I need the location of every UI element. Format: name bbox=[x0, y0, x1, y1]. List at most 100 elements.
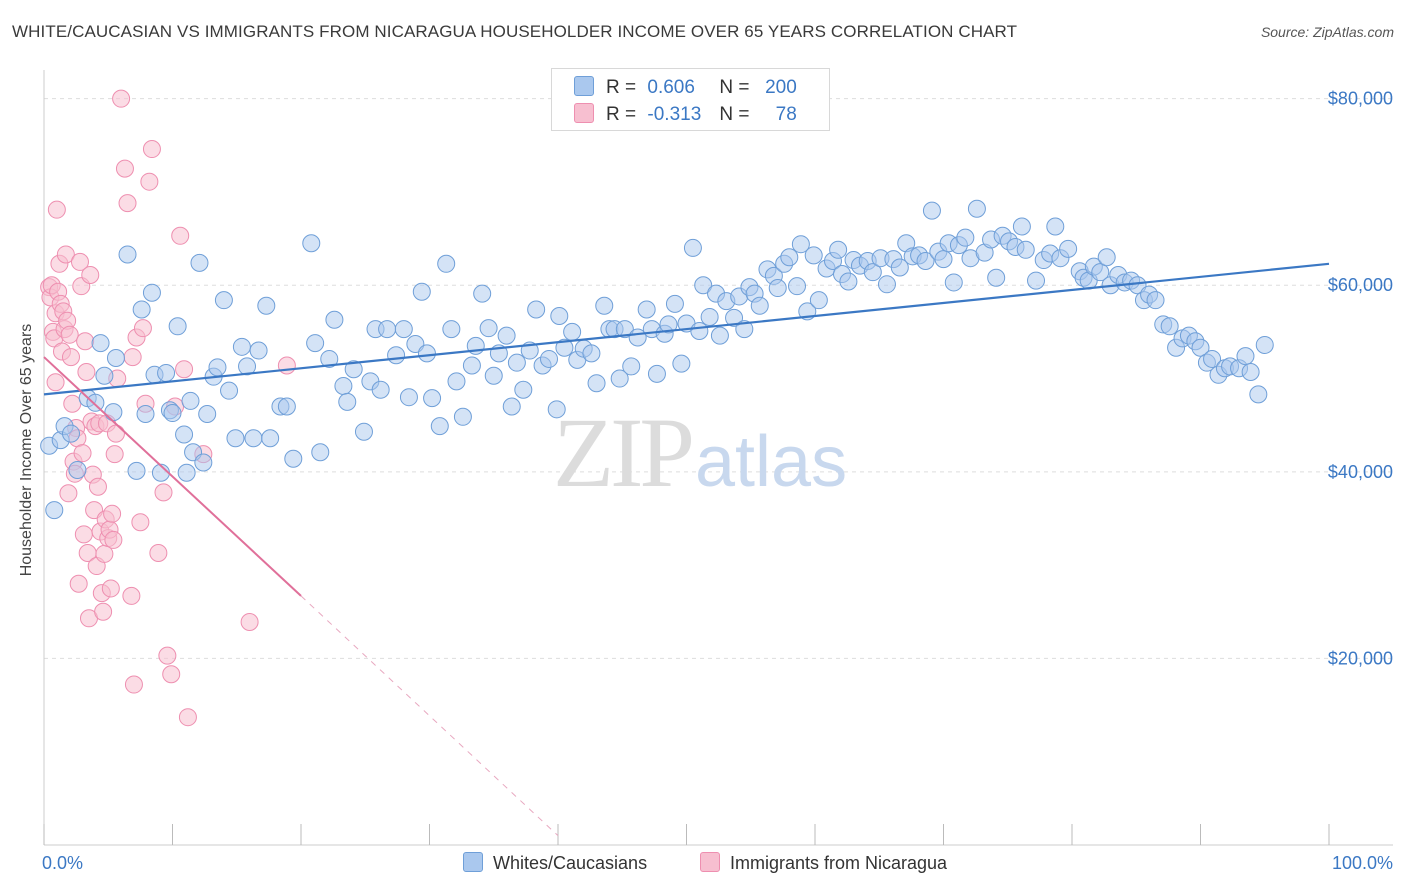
white-point bbox=[442, 320, 461, 339]
white-point bbox=[311, 443, 330, 462]
white-point bbox=[214, 291, 233, 310]
gridlines bbox=[44, 98, 1393, 659]
white-point bbox=[547, 400, 566, 419]
nicaragua-point bbox=[59, 484, 78, 503]
white-point bbox=[257, 296, 276, 315]
white-point bbox=[967, 199, 986, 218]
nicaragua-point bbox=[140, 172, 159, 191]
nicaragua-point bbox=[46, 373, 65, 392]
white-point bbox=[127, 461, 146, 480]
legend-n-value-whites: 200 bbox=[765, 77, 797, 98]
white-point bbox=[86, 393, 105, 412]
white-point bbox=[394, 320, 413, 339]
white-point bbox=[877, 275, 896, 294]
white-point bbox=[91, 334, 110, 353]
white-point bbox=[447, 372, 466, 391]
white-point bbox=[788, 277, 807, 296]
bottom-legend-whites: Whites/Caucasians bbox=[463, 852, 647, 874]
nicaragua-point bbox=[60, 325, 79, 344]
nicaragua-point bbox=[124, 675, 143, 694]
white-point bbox=[750, 296, 769, 315]
white-point bbox=[45, 501, 64, 520]
y-tick-label: $40,000 bbox=[1328, 462, 1393, 482]
white-point bbox=[956, 228, 975, 247]
nicaragua-point bbox=[123, 348, 142, 367]
white-point bbox=[132, 300, 151, 319]
y-tick-label: $80,000 bbox=[1328, 89, 1393, 109]
white-point bbox=[1241, 363, 1260, 382]
white-point bbox=[484, 366, 503, 385]
white-point bbox=[190, 253, 209, 272]
y-tick-label: $60,000 bbox=[1328, 275, 1393, 295]
nicaragua-point bbox=[61, 348, 80, 367]
bottom-legend-nicaragua: Immigrants from Nicaragua bbox=[700, 852, 947, 874]
axes bbox=[43, 70, 1393, 846]
white-point bbox=[916, 251, 935, 270]
white-point bbox=[261, 429, 280, 448]
white-point bbox=[863, 263, 882, 282]
nicaragua-point bbox=[74, 525, 93, 544]
white-points bbox=[40, 199, 1274, 520]
nicaragua-point bbox=[142, 140, 161, 159]
watermark: ZIPatlas bbox=[553, 397, 848, 508]
white-point bbox=[354, 422, 373, 441]
white-point bbox=[181, 391, 200, 410]
nicaragua-point bbox=[73, 444, 92, 463]
white-point bbox=[710, 326, 729, 345]
white-point bbox=[780, 248, 799, 267]
white-point bbox=[1191, 338, 1210, 357]
legend-n-value-nicaragua: 78 bbox=[775, 104, 797, 125]
white-point bbox=[177, 463, 196, 482]
white-point bbox=[244, 429, 263, 448]
white-point bbox=[1249, 385, 1268, 404]
white-point bbox=[344, 360, 363, 379]
nicaragua-point bbox=[112, 89, 131, 108]
legend-r-value-whites: 0.606 bbox=[647, 77, 695, 98]
nicaragua-point bbox=[162, 665, 181, 684]
nicaragua-point bbox=[76, 332, 95, 351]
nicaragua-point bbox=[63, 394, 82, 413]
white-point bbox=[1059, 239, 1078, 258]
white-point bbox=[735, 320, 754, 339]
trend-lines bbox=[43, 262, 1330, 837]
white-point bbox=[479, 319, 498, 338]
white-point bbox=[595, 296, 614, 315]
nicaragua-point bbox=[104, 530, 123, 549]
legend-row-nicaragua: R = -0.313 N = 78 bbox=[574, 103, 797, 126]
nicaragua-point bbox=[101, 579, 120, 598]
white-point bbox=[768, 279, 787, 298]
nicaragua-point bbox=[171, 226, 190, 245]
white-point bbox=[325, 310, 344, 329]
white-point bbox=[136, 404, 155, 423]
nicaragua-point bbox=[240, 613, 259, 632]
white-point bbox=[1203, 349, 1222, 368]
white-point bbox=[194, 453, 213, 472]
white-point bbox=[226, 429, 245, 448]
pink-swatch bbox=[574, 103, 594, 123]
white-point bbox=[804, 246, 823, 265]
white-point bbox=[922, 201, 941, 220]
nicaragua-point bbox=[118, 194, 137, 213]
nicaragua-point bbox=[149, 543, 168, 562]
white-point bbox=[1160, 317, 1179, 336]
white-point bbox=[284, 449, 303, 468]
white-point bbox=[412, 282, 431, 301]
white-point bbox=[582, 344, 601, 363]
nicaragua-point bbox=[103, 504, 122, 523]
nicaragua-point bbox=[277, 356, 296, 375]
white-point bbox=[220, 381, 239, 400]
pink-swatch bbox=[700, 852, 720, 872]
white-point bbox=[417, 344, 436, 363]
white-point bbox=[791, 235, 810, 254]
nicaragua-point bbox=[131, 513, 150, 532]
white-point bbox=[68, 460, 87, 479]
y-axis-label: Householder Income Over 65 years bbox=[18, 323, 35, 577]
nicaragua-point bbox=[81, 265, 100, 284]
nicaragua-point bbox=[178, 708, 197, 727]
white-point bbox=[672, 354, 691, 373]
white-point bbox=[277, 397, 296, 416]
white-point bbox=[665, 294, 684, 313]
white-point bbox=[175, 425, 194, 444]
nicaragua-point bbox=[69, 574, 88, 593]
